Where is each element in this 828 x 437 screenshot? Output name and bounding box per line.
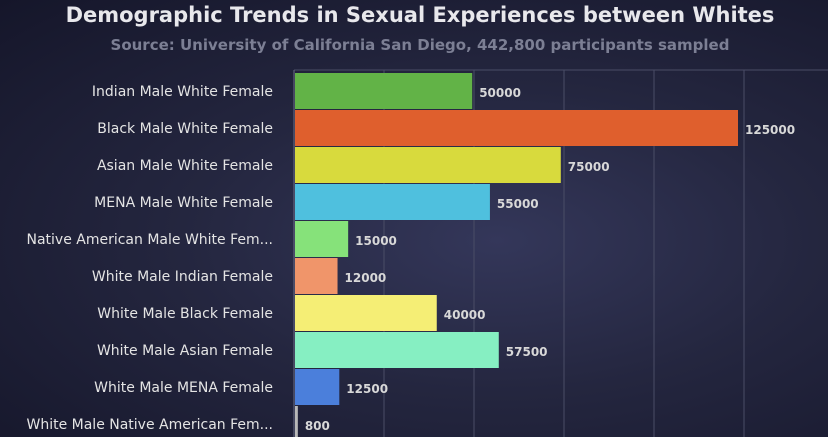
- chart-subtitle: Source: University of California San Die…: [110, 36, 730, 54]
- category-label: White Male MENA Female: [94, 380, 273, 396]
- value-label: 40000: [444, 308, 486, 322]
- value-label: 57500: [506, 345, 548, 359]
- value-label: 125000: [745, 123, 795, 137]
- bar: [295, 221, 349, 257]
- chart-title: Demographic Trends in Sexual Experiences…: [65, 3, 775, 27]
- bar: [295, 406, 298, 437]
- value-label: 55000: [497, 197, 539, 211]
- value-label: 12000: [345, 271, 387, 285]
- category-label: White Male Indian Female: [92, 269, 273, 285]
- category-label: Asian Male White Female: [97, 158, 273, 174]
- bar: [295, 332, 499, 368]
- category-label: Indian Male White Female: [92, 84, 273, 100]
- bar: [295, 184, 490, 220]
- category-label: Black Male White Female: [97, 121, 273, 137]
- category-label: MENA Male White Female: [94, 195, 273, 211]
- category-label: White Male Black Female: [97, 306, 273, 322]
- value-label: 12500: [346, 382, 388, 396]
- value-label: 800: [305, 419, 330, 433]
- bar: [295, 73, 473, 109]
- category-label: White Male Asian Female: [97, 343, 273, 359]
- bar: [295, 110, 738, 146]
- bar: [295, 258, 338, 294]
- category-label: Native American Male White Fem...: [26, 232, 273, 248]
- bar: [295, 369, 340, 405]
- bars: [295, 73, 738, 437]
- value-label: 50000: [479, 86, 521, 100]
- value-label: 75000: [568, 160, 610, 174]
- labels: Indian Male White Female 50000 Black Male …: [26, 84, 795, 433]
- value-label: 15000: [355, 234, 397, 248]
- bar: [295, 147, 561, 183]
- category-label: White Male Native American Fem...: [26, 417, 273, 433]
- bar: [295, 295, 437, 331]
